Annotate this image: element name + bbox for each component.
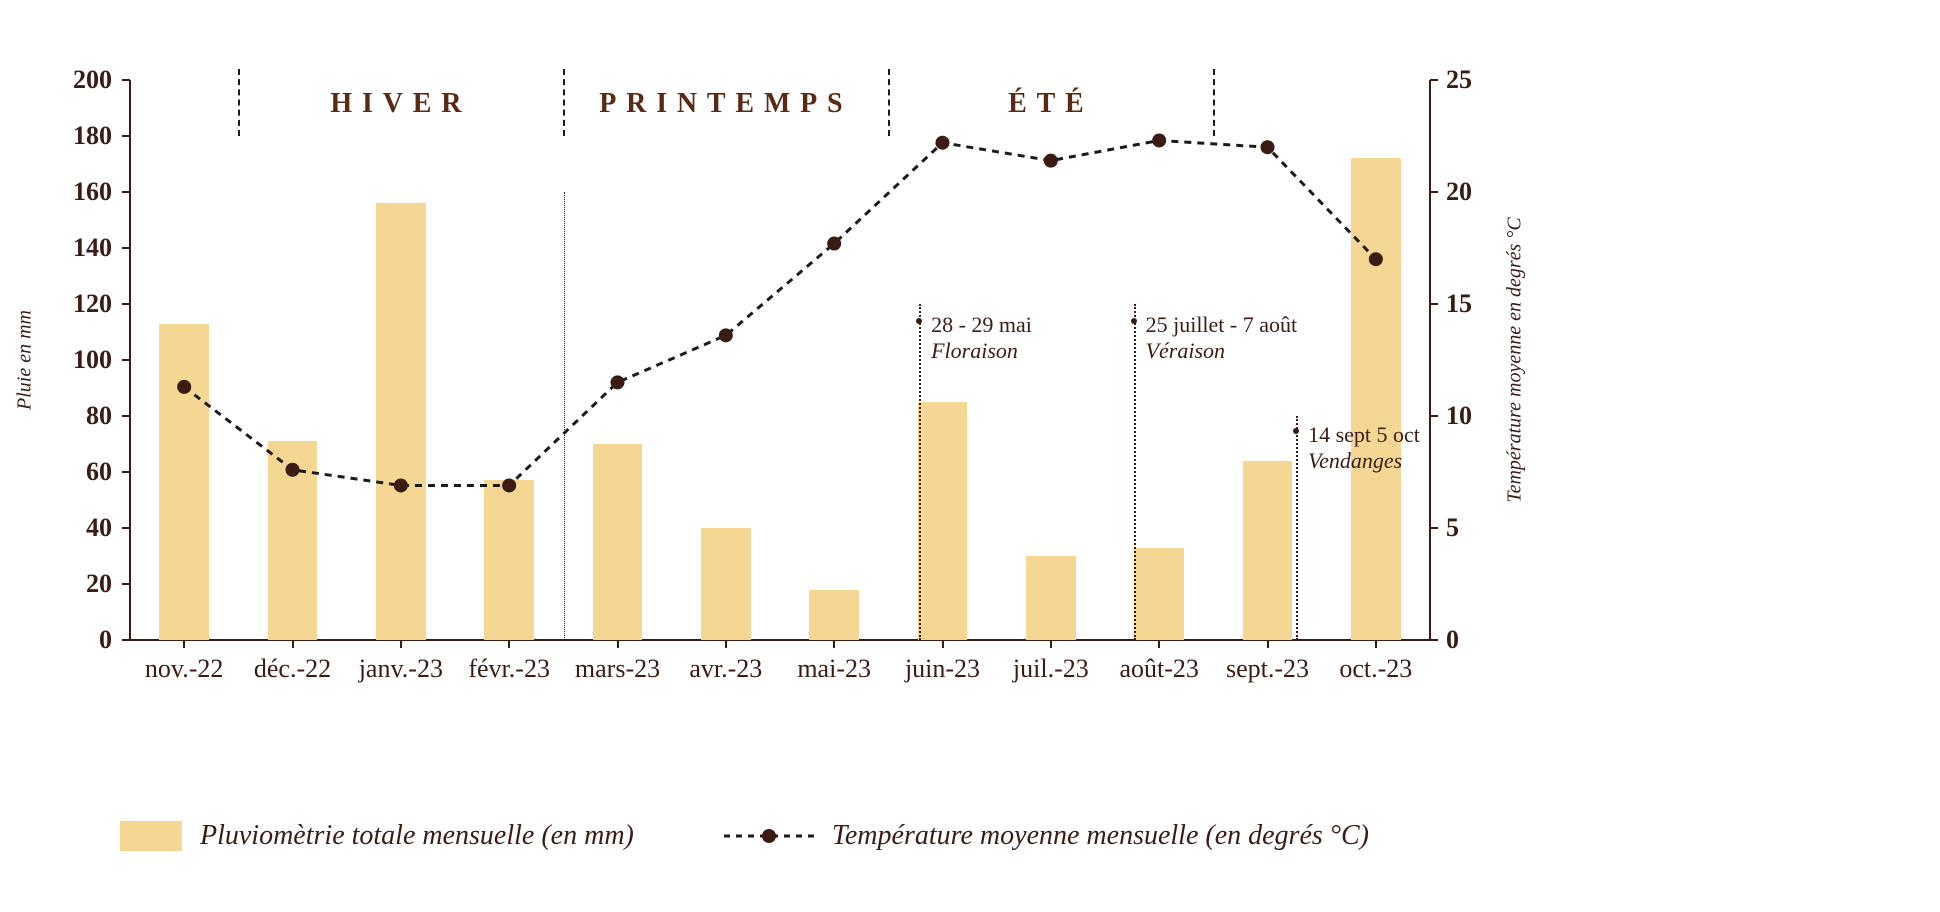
y-left-tick: 180: [56, 121, 112, 151]
x-tick: oct.-23: [1339, 654, 1412, 684]
x-tick: juin-23: [905, 654, 980, 684]
season-divider: [238, 69, 240, 136]
rainfall-bar: [268, 441, 318, 640]
y-left-tick: 100: [56, 345, 112, 375]
y-left-tick: 0: [88, 625, 112, 655]
annotation-dot: [1131, 318, 1137, 324]
y-left-tick: 60: [72, 457, 112, 487]
y-right-title: Température moyenne en degrés °C: [1504, 217, 1527, 502]
x-tick: mai-23: [797, 654, 871, 684]
temperature-marker: [936, 136, 950, 150]
rainfall-bar: [484, 480, 534, 640]
temperature-marker: [611, 375, 625, 389]
mars-vline: [564, 192, 565, 640]
rainfall-bar: [1026, 556, 1076, 640]
legend-swatch-bar: [120, 821, 182, 851]
rainfall-bar: [1134, 548, 1184, 640]
y-left-title: Pluie en mm: [14, 310, 37, 410]
y-left-tick: 40: [72, 513, 112, 543]
legend-line-sample: [724, 826, 814, 846]
legend-label-temperature: Température moyenne mensuelle (en degrés…: [832, 820, 1369, 852]
x-tick: sept.-23: [1226, 654, 1309, 684]
x-tick: août-23: [1119, 654, 1198, 684]
annotation-text: 25 juillet - 7 aoûtVéraison: [1146, 312, 1298, 364]
rainfall-bar: [376, 203, 426, 640]
rainfall-bar: [918, 402, 968, 640]
annotation-label: Vendanges: [1308, 448, 1420, 474]
annotation-label: Floraison: [931, 338, 1032, 364]
y-left-tick: 20: [72, 569, 112, 599]
temperature-marker: [1152, 133, 1166, 147]
y-left-tick: 80: [72, 401, 112, 431]
y-right-tick: 5: [1446, 513, 1459, 543]
x-tick: déc.-22: [254, 654, 331, 684]
annotation-text: 14 sept 5 octVendanges: [1308, 422, 1420, 474]
annotation-dot: [1293, 428, 1299, 434]
temperature-marker: [827, 237, 841, 251]
annotation-line: [1296, 416, 1298, 640]
rainfall-bar: [809, 590, 859, 640]
y-right-tick: 25: [1446, 65, 1472, 95]
temperature-marker: [719, 328, 733, 342]
rainfall-bar: [159, 324, 209, 640]
y-left-tick: 120: [56, 289, 112, 319]
y-right-tick: 10: [1446, 401, 1472, 431]
season-divider: [888, 69, 890, 136]
temperature-marker: [1044, 154, 1058, 168]
plot-area: 020406080100120140160180200Pluie en mm05…: [130, 80, 1430, 640]
y-right-tick: 15: [1446, 289, 1472, 319]
y-right-tick: 0: [1446, 625, 1459, 655]
x-tick: nov.-22: [145, 654, 223, 684]
annotation-label: Véraison: [1146, 338, 1298, 364]
x-tick: févr.-23: [468, 654, 550, 684]
rainfall-bar: [701, 528, 751, 640]
legend-item-rainfall: Pluviomètrie totale mensuelle (en mm): [120, 820, 634, 852]
rainfall-bar: [1243, 461, 1293, 640]
climate-chart: 0 20 40 60 80 100 120 140 160 180 200 Pluie en mm 0 5…: [0, 0, 1940, 912]
season-divider: [563, 69, 565, 136]
x-tick: juil.-23: [1013, 654, 1089, 684]
y-left-tick: 200: [56, 65, 112, 95]
temperature-marker: [1261, 140, 1275, 154]
rainfall-bar: [593, 444, 643, 640]
season-label: HIVER: [330, 88, 471, 120]
season-divider: [1213, 69, 1215, 136]
annotation-date: 14 sept 5 oct: [1308, 422, 1420, 448]
y-left-tick: 160: [56, 177, 112, 207]
annotation-date: 28 - 29 mai: [931, 312, 1032, 338]
season-label: ÉTÉ: [1008, 88, 1093, 120]
x-tick: mars-23: [575, 654, 660, 684]
x-tick: avr.-23: [689, 654, 762, 684]
y-left-tick: 140: [56, 233, 112, 263]
annotation-line: [1134, 304, 1136, 640]
y-right-tick: 20: [1446, 177, 1472, 207]
season-label: PRINTEMPS: [599, 88, 852, 120]
legend-label-rainfall: Pluviomètrie totale mensuelle (en mm): [200, 820, 634, 852]
rainfall-bar: [1351, 158, 1401, 640]
annotation-dot: [916, 318, 922, 324]
legend: Pluviomètrie totale mensuelle (en mm) Tem…: [120, 820, 1369, 852]
x-tick: janv.-23: [359, 654, 443, 684]
annotation-text: 28 - 29 maiFloraison: [931, 312, 1032, 364]
annotation-line: [919, 304, 921, 640]
annotation-date: 25 juillet - 7 août: [1146, 312, 1298, 338]
legend-item-temperature: Température moyenne mensuelle (en degrés…: [724, 820, 1369, 852]
